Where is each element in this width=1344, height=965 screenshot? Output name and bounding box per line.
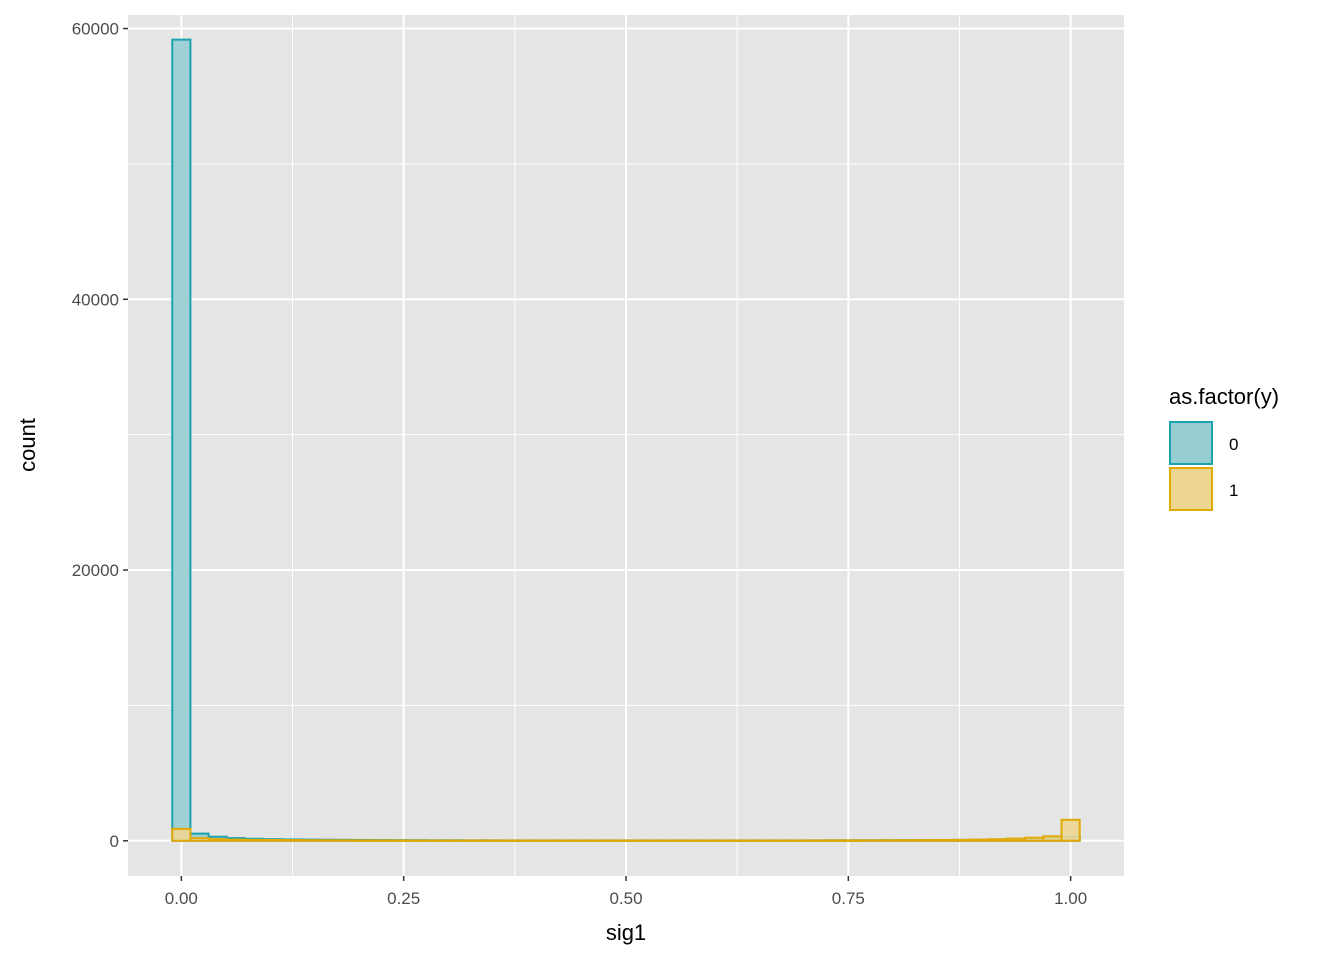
legend: as.factor(y) 0 1	[1169, 384, 1279, 511]
histogram-bar-1	[516, 839, 537, 842]
histogram-bar-1	[969, 838, 990, 842]
x-tick-label: 0.00	[165, 889, 198, 908]
histogram-bar-1	[606, 839, 628, 842]
histogram-bar-1	[407, 839, 428, 842]
histogram-bar-1	[897, 839, 918, 842]
legend-key-1	[1169, 467, 1213, 511]
y-tick-label: 20000	[72, 561, 119, 580]
x-tick-label: 0.25	[387, 889, 420, 908]
histogram-bar-1	[552, 839, 573, 842]
histogram-bar-1	[588, 839, 609, 842]
y-axis-label: count	[15, 418, 40, 472]
histogram-bar-1	[461, 839, 482, 842]
histogram-bar-1	[425, 839, 446, 842]
legend-label-1: 1	[1229, 481, 1238, 500]
histogram-bar-1	[262, 838, 283, 842]
histogram-bar-1	[788, 839, 809, 842]
histogram-bar-1	[443, 839, 464, 842]
x-tick-label: 0.75	[832, 889, 865, 908]
histogram-bar-1	[534, 839, 555, 842]
histogram-bar-1	[497, 839, 519, 842]
histogram-bar-1	[752, 839, 773, 842]
axes: 0.00 0.25 0.50 0.75 1.00 0 20000 40000 60000	[72, 20, 1087, 908]
histogram-bar-1	[280, 839, 301, 842]
x-tick-label: 1.00	[1054, 889, 1087, 908]
legend-label-0: 0	[1229, 435, 1238, 454]
histogram-bar-1	[915, 839, 936, 842]
histogram-bar-1	[243, 838, 265, 842]
legend-title: as.factor(y)	[1169, 384, 1279, 409]
histogram-bar-0	[171, 38, 192, 842]
y-tick-label: 0	[110, 832, 119, 851]
histogram-bar-1	[298, 839, 319, 842]
histogram-bar-1	[933, 838, 954, 842]
histogram-bar-1	[987, 838, 1009, 842]
histogram-bar-1	[860, 839, 882, 842]
histogram-bar-1	[625, 839, 646, 842]
histogram-bar-1	[1024, 836, 1045, 842]
histogram-bar-1	[225, 838, 246, 842]
y-tick-label: 40000	[72, 290, 119, 309]
x-tick-label: 0.50	[609, 889, 642, 908]
histogram-bar-1	[806, 839, 827, 842]
legend-key-0	[1169, 421, 1213, 465]
histogram-bar-1	[389, 839, 410, 842]
histogram-bar-1	[1060, 818, 1081, 842]
x-axis-label: sig1	[606, 920, 646, 945]
histogram-bar-1	[770, 839, 791, 842]
histogram-bar-1	[842, 839, 863, 842]
histogram-bar-1	[679, 839, 700, 842]
histogram-bar-1	[479, 839, 500, 842]
histogram-bar-1	[643, 839, 664, 842]
histogram-bar-1	[334, 839, 355, 842]
histogram-bar-1	[570, 839, 591, 842]
histogram-bar-1	[733, 839, 755, 842]
histogram-bar-1	[189, 837, 210, 842]
histogram-bar-1	[951, 838, 972, 842]
histogram-bar-1	[171, 827, 192, 842]
histogram-bar-1	[316, 839, 337, 842]
histogram-bar-1	[715, 839, 736, 842]
histogram-bar-1	[879, 839, 900, 842]
bars	[171, 38, 1081, 842]
histogram-bar-1	[370, 839, 392, 842]
histogram-bar-1	[1042, 835, 1063, 842]
histogram-bar-1	[352, 839, 373, 842]
histogram-bar-1	[1006, 837, 1027, 842]
y-tick-label: 60000	[72, 20, 119, 39]
histogram-bar-1	[697, 839, 718, 842]
histogram-bar-1	[207, 838, 228, 842]
histogram-bar-1	[824, 839, 845, 842]
histogram-bar-1	[661, 839, 682, 842]
